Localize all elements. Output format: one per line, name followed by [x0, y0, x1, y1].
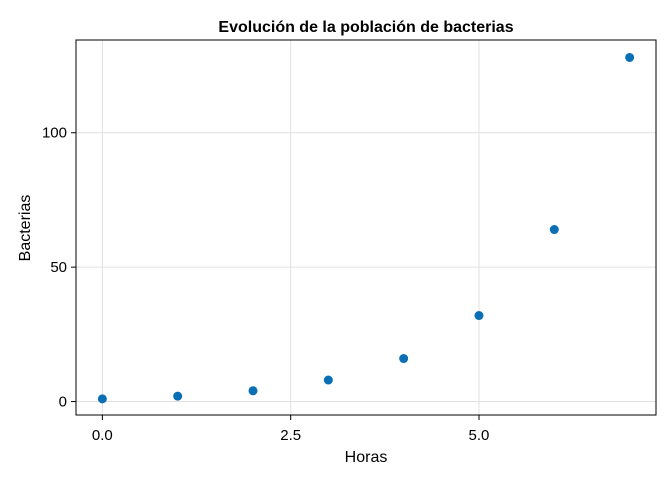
data-point: [248, 386, 258, 396]
x-tick-label: 5.0: [469, 427, 490, 444]
y-axis-label: Bacterias: [17, 195, 34, 262]
chart-title: Evolución de la población de bacterias: [218, 19, 513, 36]
data-point: [323, 375, 333, 385]
plot-frame: [75, 39, 657, 416]
x-axis-label: Horas: [345, 449, 388, 466]
y-tick-label: 0: [59, 394, 67, 411]
data-point: [474, 311, 484, 321]
data-point: [549, 225, 559, 235]
data-point: [173, 391, 183, 401]
data-points: [97, 52, 635, 404]
x-tick-label: 2.5: [280, 427, 301, 444]
y-tick-label: 50: [50, 259, 67, 276]
x-tick-label: 0.0: [92, 427, 113, 444]
y-tick-label: 100: [42, 125, 67, 142]
axis-ticks: 0.0 2.5 5.0 0 50 100: [42, 125, 489, 444]
grid-lines: [76, 40, 656, 415]
data-point: [399, 354, 409, 364]
data-point: [97, 394, 107, 404]
data-point: [625, 52, 635, 62]
